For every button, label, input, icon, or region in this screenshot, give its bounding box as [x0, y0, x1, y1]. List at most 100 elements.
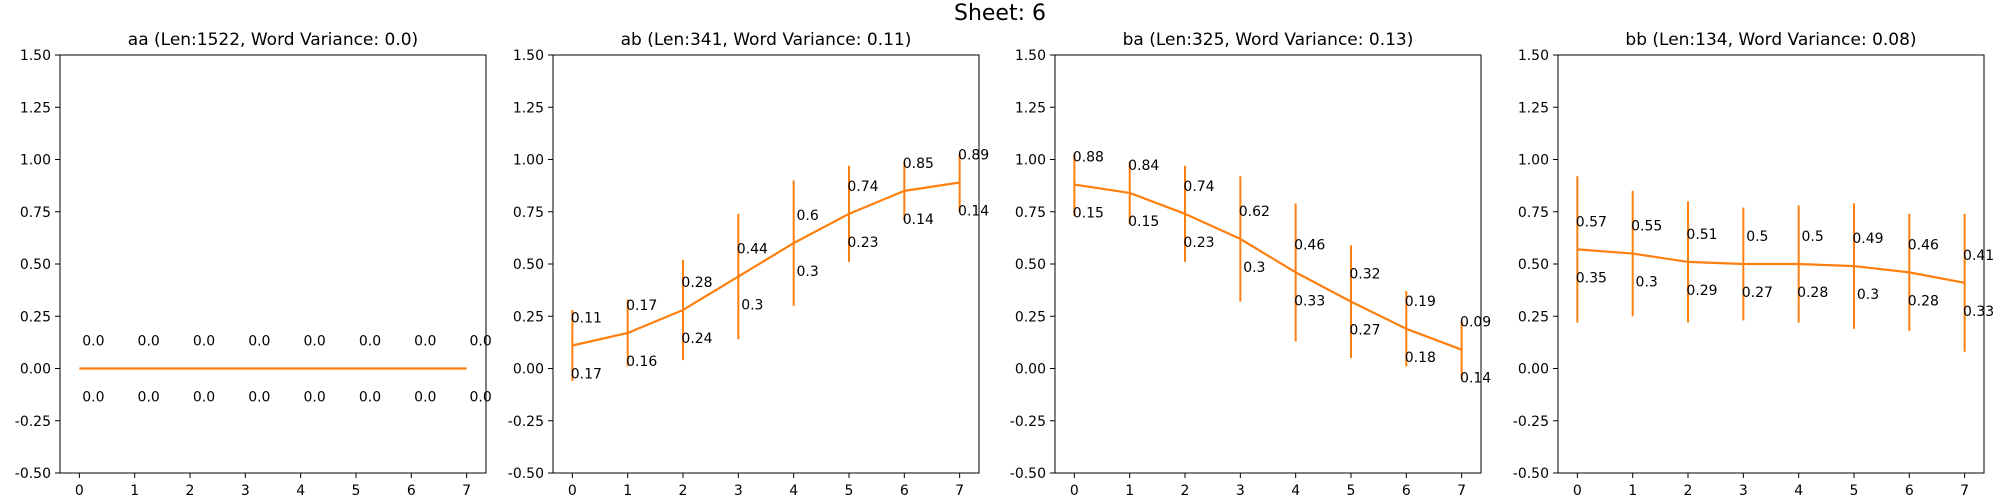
y-tick-label: 0.25 [1518, 309, 1549, 325]
data-label-upper: 0.11 [571, 311, 602, 327]
data-label-upper: 0.5 [1746, 229, 1768, 245]
y-tick-label: -0.25 [508, 414, 544, 430]
x-tick-label: 2 [186, 483, 195, 499]
plot-frame [1054, 54, 1482, 474]
data-label-lower: 0.35 [1576, 270, 1607, 286]
data-label-upper: 0.44 [737, 242, 768, 258]
y-tick-label: 1.00 [1518, 153, 1549, 169]
y-tick-label: -0.50 [508, 466, 544, 482]
data-label-upper: 0.0 [359, 334, 381, 350]
data-label-lower: 0.3 [1636, 275, 1658, 291]
x-tick-label: 0 [1070, 483, 1079, 499]
data-label-lower: 0.0 [359, 390, 381, 406]
y-tick-label: -0.25 [1513, 414, 1549, 430]
data-label-upper: 0.84 [1128, 158, 1159, 174]
x-tick-label: 1 [130, 483, 139, 499]
data-label-lower: 0.0 [82, 390, 104, 406]
data-label-lower: 0.0 [248, 390, 270, 406]
data-label-lower: 0.15 [1128, 214, 1159, 230]
figure-title: Sheet: 6 [954, 1, 1046, 26]
data-label-upper: 0.49 [1852, 231, 1883, 247]
chart-panel-1: aa (Len:1522, Word Variance: 0.0) -0.50 -0… [15, 30, 492, 499]
data-label-lower: 0.33 [1294, 293, 1325, 309]
chart-panel-4: bb (Len:134, Word Variance: 0.08) -0.50 -0… [1513, 30, 1994, 499]
x-tick-label: 5 [845, 483, 854, 499]
x-tick-label: 4 [789, 483, 798, 499]
y-tick-label: 0.75 [20, 205, 51, 221]
y-tick-label: 0.00 [513, 362, 544, 378]
data-label-lower: 0.27 [1349, 323, 1380, 339]
y-tick-label: 1.50 [513, 48, 544, 64]
chart-panel-2: ab (Len:341, Word Variance: 0.11) -0.50 -0… [508, 30, 990, 499]
data-label-upper: 0.85 [903, 156, 934, 172]
x-tick-label: 1 [1628, 483, 1637, 499]
x-tick-label: 0 [568, 483, 577, 499]
y-tick-label: 1.25 [1518, 100, 1549, 116]
data-label-lower: 0.3 [1243, 260, 1265, 276]
data-label-lower: 0.33 [1963, 304, 1994, 320]
y-tick-label: 0.50 [20, 257, 51, 273]
plot-frame [552, 54, 980, 474]
x-tick-label: 3 [1236, 483, 1245, 499]
chart-title: aa (Len:1522, Word Variance: 0.0) [128, 30, 418, 50]
data-label-lower: 0.23 [1183, 235, 1214, 251]
data-label-upper: 0.57 [1576, 214, 1607, 230]
y-tick-label: 1.00 [513, 153, 544, 169]
data-label-lower: 0.3 [1857, 287, 1879, 303]
x-tick-label: 4 [1291, 483, 1300, 499]
x-tick-label: 5 [1850, 483, 1859, 499]
x-tick-label: 6 [407, 483, 416, 499]
data-label-upper: 0.0 [414, 334, 436, 350]
chart-panel-3: ba (Len:325, Word Variance: 0.13) -0.50 -0… [1010, 30, 1492, 499]
series-line [1577, 248, 1965, 284]
chart-title: ab (Len:341, Word Variance: 0.11) [621, 30, 912, 50]
data-label-upper: 0.19 [1405, 294, 1436, 310]
data-label-upper: 0.0 [248, 334, 270, 350]
x-tick-label: 2 [679, 483, 688, 499]
data-label-upper: 0.41 [1963, 248, 1994, 264]
data-label-upper: 0.6 [797, 208, 819, 224]
data-label-lower: 0.16 [626, 354, 657, 370]
data-label-lower: 0.0 [414, 390, 436, 406]
y-tick-label: 1.50 [1015, 48, 1046, 64]
data-label-upper: 0.0 [304, 334, 326, 350]
x-tick-label: 5 [1347, 483, 1356, 499]
data-label-lower: 0.28 [1908, 293, 1939, 309]
data-label-lower: 0.0 [470, 390, 492, 406]
data-label-lower: 0.27 [1742, 285, 1773, 301]
data-label-upper: 0.32 [1349, 267, 1380, 283]
x-tick-label: 4 [296, 483, 305, 499]
y-tick-label: 0.25 [1015, 309, 1046, 325]
y-tick-label: 1.50 [1518, 48, 1549, 64]
y-tick-label: -0.50 [1010, 466, 1046, 482]
x-tick-label: 6 [1402, 483, 1411, 499]
plot-frame [59, 54, 487, 474]
y-tick-label: 0.50 [1015, 257, 1046, 273]
data-label-lower: 0.18 [1405, 350, 1436, 366]
x-tick-label: 3 [1739, 483, 1748, 499]
x-tick-label: 6 [1905, 483, 1914, 499]
chart-title: bb (Len:134, Word Variance: 0.08) [1625, 30, 1916, 50]
data-label-upper: 0.46 [1908, 237, 1939, 253]
y-tick-label: 1.25 [20, 100, 51, 116]
x-tick-label: 0 [75, 483, 84, 499]
plot-frame [1557, 54, 1985, 474]
x-tick-label: 7 [462, 483, 471, 499]
x-tick-label: 1 [1125, 483, 1134, 499]
data-label-lower: 0.29 [1686, 283, 1717, 299]
data-label-upper: 0.51 [1686, 227, 1717, 243]
data-label-lower: 0.23 [847, 235, 878, 251]
chart-title: ba (Len:325, Word Variance: 0.13) [1123, 30, 1414, 50]
data-label-upper: 0.0 [470, 334, 492, 350]
data-label-upper: 0.17 [626, 298, 657, 314]
y-tick-label: -0.50 [1513, 466, 1549, 482]
data-label-upper: 0.74 [847, 179, 878, 195]
data-label-upper: 0.89 [958, 147, 989, 163]
x-tick-label: 2 [1181, 483, 1190, 499]
x-tick-label: 0 [1573, 483, 1582, 499]
y-tick-label: 0.25 [20, 309, 51, 325]
data-label-upper: 0.55 [1631, 219, 1662, 235]
data-label-upper: 0.74 [1183, 179, 1214, 195]
